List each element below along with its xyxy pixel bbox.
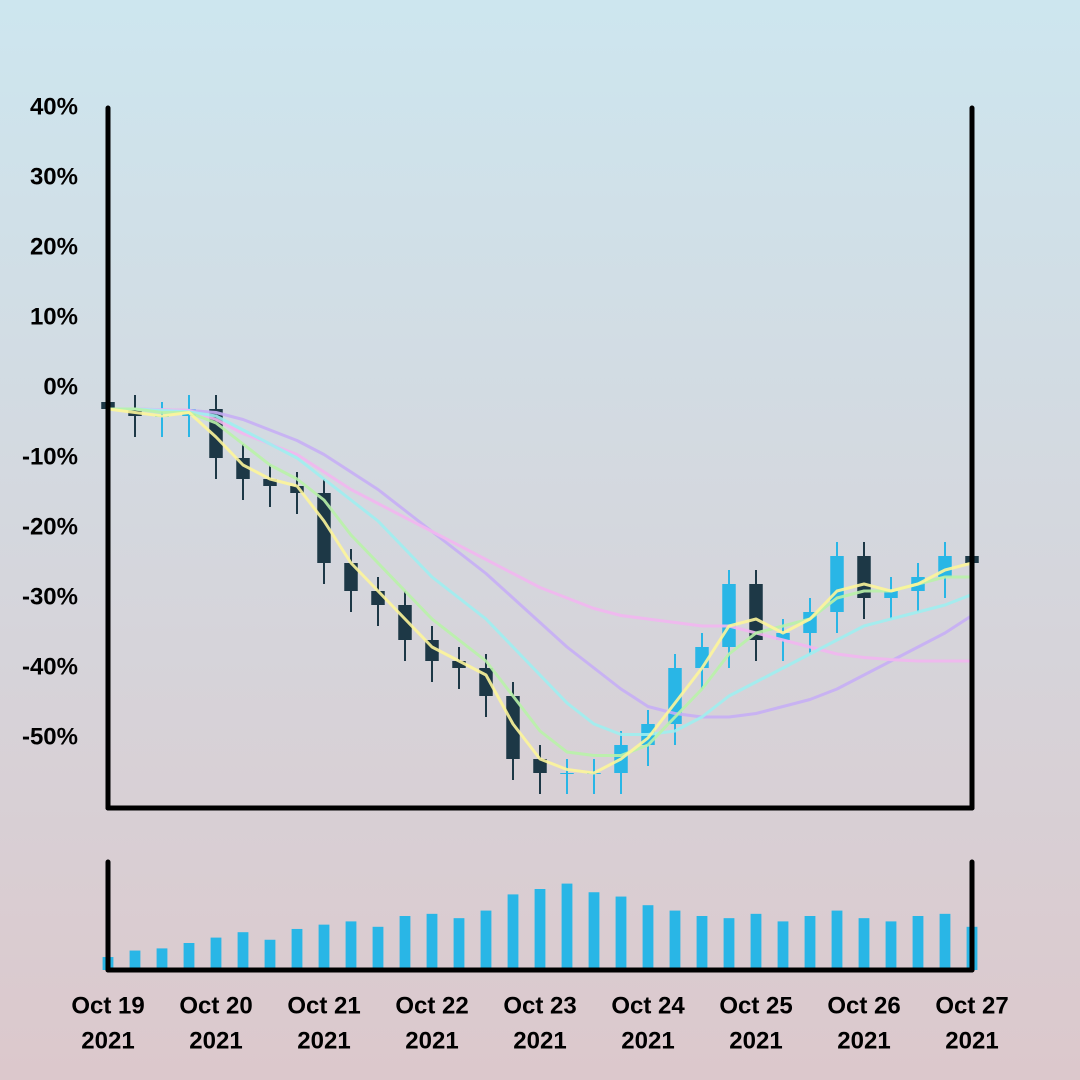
y-tick-label: 0% — [43, 373, 78, 400]
y-tick-label: -30% — [22, 583, 78, 610]
volume-bar — [561, 883, 573, 970]
candle-body — [857, 556, 871, 598]
volume-bar — [129, 950, 141, 970]
x-tick-label: Oct 21 — [287, 992, 360, 1019]
x-tick-label: Oct 20 — [179, 992, 252, 1019]
volume-bar — [480, 910, 492, 970]
y-tick-label: 10% — [30, 303, 78, 330]
candle-body — [506, 696, 520, 759]
x-tick-label: 2021 — [837, 1027, 890, 1054]
x-tick-label: 2021 — [621, 1027, 674, 1054]
candle-body — [722, 584, 736, 647]
volume-bar — [345, 921, 357, 970]
candle-body — [749, 584, 763, 640]
candle-body — [290, 486, 304, 493]
x-tick-label: 2021 — [297, 1027, 350, 1054]
moving-average-line — [108, 407, 973, 719]
y-tick-label: -50% — [22, 723, 78, 750]
y-tick-label: 40% — [30, 93, 78, 120]
moving-average-line — [108, 407, 973, 736]
candle-body — [560, 773, 574, 774]
x-tick-label: Oct 24 — [611, 992, 685, 1019]
volume-bar — [507, 894, 519, 970]
volume-bar — [588, 892, 600, 970]
volume-bar — [291, 928, 303, 970]
volume-bar — [858, 918, 870, 970]
volume-bar — [912, 916, 924, 970]
volume-bar — [723, 918, 735, 970]
volume-bar — [210, 937, 222, 970]
x-tick-label: 2021 — [729, 1027, 782, 1054]
volume-bar — [264, 939, 276, 970]
y-tick-label: 30% — [30, 163, 78, 190]
x-tick-label: Oct 25 — [719, 992, 792, 1019]
x-tick-label: Oct 19 — [71, 992, 144, 1019]
volume-bar — [669, 910, 681, 970]
volume-bar — [156, 948, 168, 970]
candle-body — [479, 668, 493, 696]
volume-bar — [777, 921, 789, 970]
volume-bar — [939, 913, 951, 970]
volume-bar — [372, 926, 384, 970]
x-tick-label: 2021 — [945, 1027, 998, 1054]
volume-bar — [318, 924, 330, 970]
volume-bar — [831, 910, 843, 970]
y-tick-label: 20% — [30, 233, 78, 260]
candle-body — [830, 556, 844, 612]
volume-bar — [399, 916, 411, 970]
candle-body — [533, 759, 547, 773]
volume-bar — [237, 932, 249, 970]
x-tick-label: 2021 — [81, 1027, 134, 1054]
volume-bar — [804, 916, 816, 970]
x-tick-label: Oct 22 — [395, 992, 468, 1019]
volume-bar — [534, 889, 546, 970]
candle-body — [344, 563, 358, 591]
moving-average-line — [108, 407, 972, 757]
candle-body — [263, 479, 277, 486]
volume-bar — [750, 913, 762, 970]
moving-average-line — [107, 407, 973, 775]
volume-bar — [642, 905, 654, 970]
candle-body — [776, 633, 790, 640]
x-tick-label: 2021 — [189, 1027, 242, 1054]
candle-body — [668, 668, 682, 724]
x-tick-label: Oct 23 — [503, 992, 576, 1019]
y-tick-label: -10% — [22, 443, 78, 470]
x-tick-label: Oct 26 — [827, 992, 900, 1019]
plot-area — [101, 388, 979, 970]
y-tick-label: -40% — [22, 653, 78, 680]
volume-bar — [885, 921, 897, 970]
candle-body — [317, 493, 331, 563]
volume-bar — [615, 896, 627, 970]
volume-bar — [453, 918, 465, 970]
candle-body — [452, 661, 466, 668]
moving-average-line — [108, 407, 972, 663]
volume-bar — [696, 916, 708, 970]
y-tick-label: -20% — [22, 513, 78, 540]
x-tick-label: 2021 — [513, 1027, 566, 1054]
volume-bar — [183, 943, 195, 970]
volume-bar — [426, 913, 438, 970]
x-tick-label: 2021 — [405, 1027, 458, 1054]
x-tick-label: Oct 27 — [935, 992, 1008, 1019]
candle-body — [695, 647, 709, 668]
candle-body — [884, 591, 898, 598]
